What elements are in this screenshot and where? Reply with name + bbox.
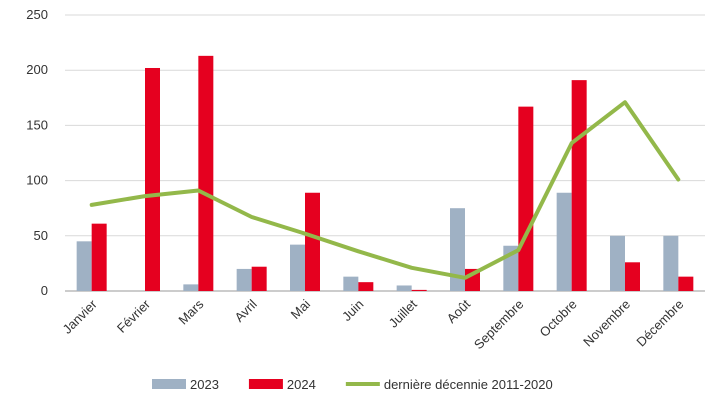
legend-label: 2024 — [287, 377, 316, 392]
bar-2024-Novembre — [625, 262, 640, 291]
legend-swatch — [152, 379, 186, 389]
bar-2024-Janvier — [91, 223, 107, 291]
line-series — [89, 100, 681, 280]
bar-2023-Décembre — [663, 235, 679, 291]
x-tick-label: Mai — [288, 296, 313, 321]
y-tick-label: 150 — [26, 117, 48, 132]
x-tick-label: Mars — [175, 296, 206, 327]
x-tick-label: Avril — [231, 296, 259, 324]
legend: 2023 2024 dernière décennie 2011-2020 — [152, 377, 553, 392]
bar-2024-Février — [145, 67, 160, 291]
average-line — [89, 100, 681, 280]
bar-2024-Décembre — [678, 276, 694, 291]
legend-swatch — [248, 379, 283, 389]
y-tick-label: 250 — [26, 7, 48, 22]
bars — [76, 55, 694, 292]
bar-2024-Octobre — [571, 80, 587, 291]
bar-2023-Juin — [343, 276, 359, 291]
bar-2023-Août — [450, 208, 465, 291]
y-tick-label: 100 — [26, 173, 48, 188]
bar-2024-Mars — [198, 55, 214, 292]
x-tick-label: Septembre — [471, 297, 527, 353]
bar-2023-Avril — [236, 268, 252, 291]
x-tick-label: Janvier — [60, 296, 101, 337]
y-tick-label: 200 — [26, 62, 48, 77]
bar-2023-Octobre — [556, 192, 572, 291]
bar-2023-Mars — [183, 284, 199, 291]
bar-2023-Juillet — [396, 285, 412, 291]
x-tick-label: Décembre — [633, 297, 686, 350]
x-tick-label: Août — [444, 296, 474, 326]
gridlines — [65, 14, 705, 292]
y-axis: 0 50 100 150 200 250 — [26, 7, 48, 298]
bar-2023-Mai — [290, 244, 305, 291]
bar-2024-Mai — [305, 192, 320, 291]
x-tick-label: Juillet — [386, 296, 420, 330]
x-tick-label: Février — [114, 296, 154, 336]
x-tick-label: Octobre — [536, 297, 579, 340]
x-axis: Janvier Février Mars Avril Mai Juin Juillet Aoû… — [60, 296, 687, 352]
bar-2024-Juillet — [411, 289, 427, 291]
y-tick-label: 0 — [41, 283, 48, 298]
bar-2023-Novembre — [610, 235, 625, 291]
legend-label: 2023 — [190, 377, 219, 392]
x-tick-label: Novembre — [580, 297, 633, 350]
bar-2024-Septembre — [518, 106, 534, 292]
bar-2023-Janvier — [76, 241, 92, 291]
bar-2024-Juin — [358, 282, 374, 291]
bar-2024-Avril — [251, 266, 267, 291]
x-tick-label: Juin — [339, 297, 366, 324]
legend-label: dernière décennie 2011-2020 — [384, 377, 553, 392]
y-tick-label: 50 — [34, 228, 48, 243]
